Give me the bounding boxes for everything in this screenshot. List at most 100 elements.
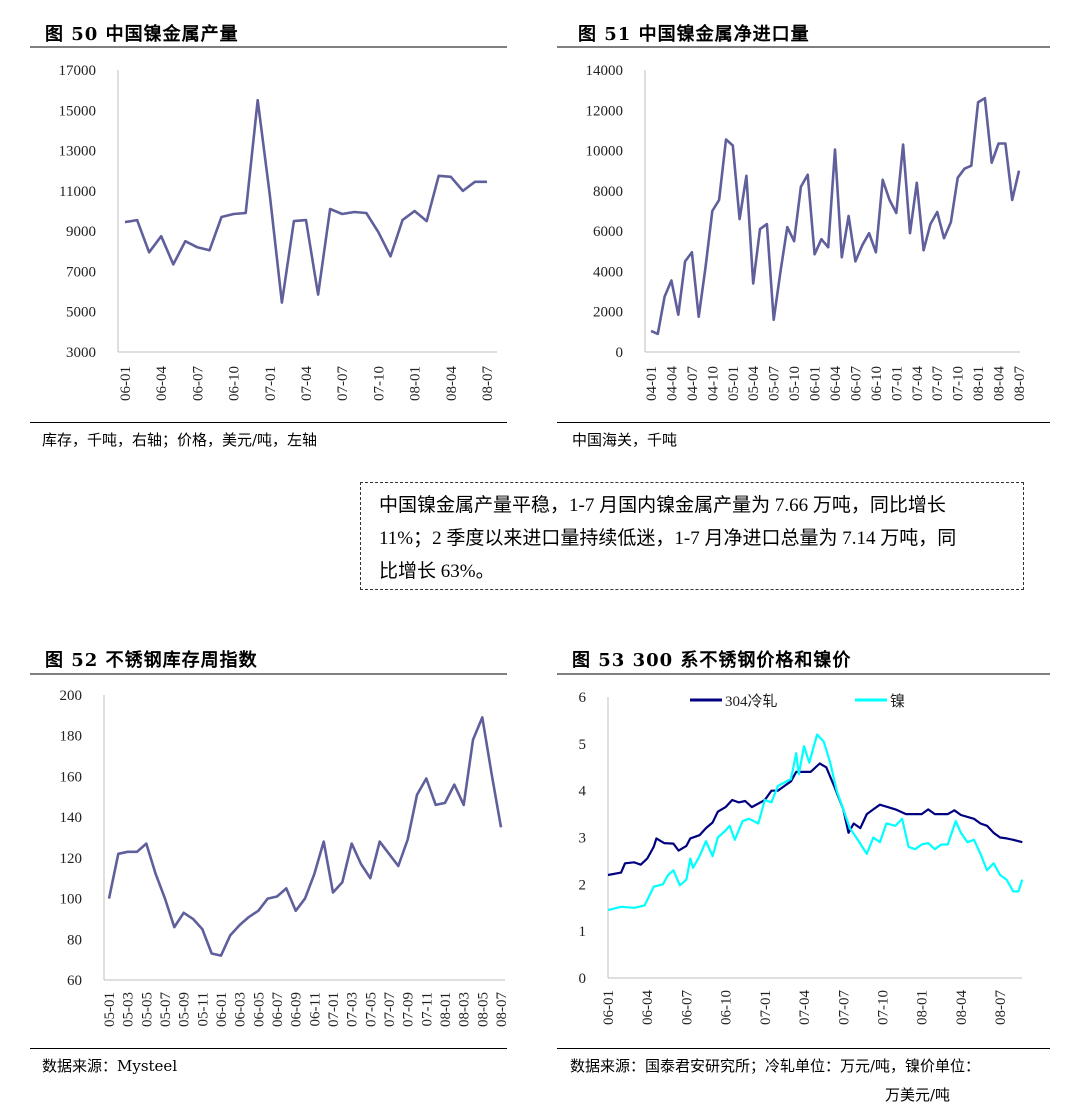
fig51-title-rule [557, 46, 1050, 48]
y-tick-label: 17000 [59, 63, 97, 79]
legend-label: 镍 [890, 692, 905, 710]
x-tick-label: 06-01 [601, 990, 617, 1025]
y-tick-label: 4 [579, 784, 587, 800]
x-tick-label: 08-01 [438, 992, 454, 1027]
chart-0: 3000 5000 7000 9000 11000 13000 15000 17000 06-0… [59, 63, 497, 401]
x-tick-label: 06-07 [190, 366, 206, 401]
x-tick-label: 07-01 [758, 990, 774, 1025]
x-tick-label: 05-01 [726, 366, 742, 401]
x-tick-label: 08-07 [480, 366, 496, 401]
y-tick-label: 11000 [59, 184, 96, 200]
x-tick-label: 08-04 [444, 366, 460, 401]
y-tick-label: 5000 [66, 305, 96, 321]
x-tick-label: 08-04 [992, 366, 1008, 401]
x-tick-label: 06-11 [307, 992, 323, 1026]
x-tick-label: 06-10 [869, 366, 885, 401]
x-tick-label: 08-07 [494, 992, 510, 1027]
x-tick-label: 07-09 [401, 992, 417, 1027]
chart-3: 0 1 2 3 4 5 6 06-01 06-04 06-07 06-10 07-01 07-04 07-… [579, 690, 1024, 1025]
x-tick-label: 06-10 [719, 990, 735, 1025]
fig51-title: 图 51 中国镍金属净进口量 [578, 24, 810, 45]
y-tick-label: 4000 [593, 264, 623, 280]
y-tick-label: 2000 [593, 305, 623, 321]
y-tick-label: 5 [579, 737, 587, 753]
legend-label: 304冷轧 [725, 693, 778, 710]
x-tick-label: 06-01 [214, 992, 230, 1027]
fig52-caption: 数据来源：Mysteel [42, 1057, 178, 1075]
x-tick-label: 08-01 [408, 366, 424, 401]
series-line [650, 96, 1021, 336]
x-tick-label: 07-11 [419, 992, 435, 1026]
series-line-0 [607, 762, 1023, 877]
x-tick-label: 07-01 [889, 366, 905, 401]
note-line: 比增长 63%。 [379, 561, 495, 582]
x-tick-label: 05-10 [787, 366, 803, 401]
fig53-title: 图 53 300 系不锈钢价格和镍价 [572, 650, 852, 671]
x-tick-label: 05-07 [767, 366, 783, 401]
x-tick-label: 08-01 [915, 990, 931, 1025]
fig52-title-rule [30, 673, 507, 675]
x-tick-label: 07-07 [335, 366, 351, 401]
y-tick-label: 160 [60, 769, 83, 785]
fig50-title-rule [30, 46, 507, 48]
x-tick-label: 07-07 [836, 990, 852, 1025]
x-tick-label: 07-07 [382, 992, 398, 1027]
x-tick-label: 07-01 [326, 992, 342, 1027]
x-tick-label: 07-10 [371, 366, 387, 401]
note-line: 11%；2 季度以来进口量持续低迷，1-7 月净进口总量为 7.14 万吨，同 [379, 528, 957, 549]
x-tick-label: 06-07 [679, 990, 695, 1025]
x-tick-label: 05-07 [158, 992, 174, 1027]
y-tick-label: 8000 [593, 184, 623, 200]
note-line: 中国镍金属产量平稳，1-7 月国内镍金属产量为 7.66 万吨，同比增长 [379, 495, 946, 516]
x-tick-label: 08-07 [1012, 366, 1028, 401]
x-tick-label: 07-04 [797, 990, 813, 1025]
y-tick-label: 0 [616, 345, 624, 361]
x-tick-label: 05-04 [746, 366, 762, 401]
series-line [107, 716, 503, 957]
y-tick-label: 14000 [586, 63, 624, 79]
x-tick-label: 08-07 [993, 990, 1009, 1025]
fig50-caption-rule [30, 422, 507, 423]
fig50-title: 图 50 中国镍金属产量 [45, 24, 239, 45]
x-tick-label: 04-10 [705, 366, 721, 401]
x-tick-label: 06-04 [828, 366, 844, 401]
x-tick-label: 07-07 [930, 366, 946, 401]
x-tick-label: 08-04 [954, 990, 970, 1025]
fig52-title: 图 52 不锈钢库存周指数 [45, 650, 258, 671]
x-tick-label: 06-05 [251, 992, 267, 1027]
series-line [124, 98, 487, 304]
y-tick-label: 7000 [66, 264, 96, 280]
fig50-caption: 库存，千吨，右轴；价格，美元/吨，左轴 [42, 431, 318, 449]
fig51-caption-rule [557, 422, 1050, 423]
y-tick-label: 0 [579, 971, 587, 987]
x-tick-label: 06-01 [808, 366, 824, 401]
x-tick-label: 08-03 [457, 992, 473, 1027]
y-tick-label: 3 [579, 831, 587, 847]
fig52-caption-rule [30, 1048, 507, 1049]
x-tick-label: 05-11 [195, 992, 211, 1026]
y-tick-label: 120 [60, 851, 83, 867]
x-tick-label: 06-04 [154, 366, 170, 401]
x-tick-label: 04-01 [644, 366, 660, 401]
x-tick-label: 07-04 [910, 366, 926, 401]
x-tick-label: 05-01 [102, 992, 118, 1027]
fig53-caption-rule [557, 1048, 1050, 1049]
summary-note-box: 中国镍金属产量平稳，1-7 月国内镍金属产量为 7.66 万吨，同比增长 11%… [360, 482, 1024, 590]
x-tick-label: 07-04 [299, 366, 315, 401]
x-tick-label: 07-10 [951, 366, 967, 401]
y-tick-label: 6 [579, 690, 587, 706]
x-tick-label: 06-10 [227, 366, 243, 401]
fig53-caption: 数据来源：国泰君安研究所；冷轧单位：万元/吨，镍价单位： [570, 1057, 981, 1075]
y-tick-label: 3000 [66, 345, 96, 361]
x-tick-label: 07-03 [345, 992, 361, 1027]
y-tick-label: 80 [67, 932, 82, 948]
y-tick-label: 200 [60, 688, 83, 704]
x-tick-label: 06-04 [640, 990, 656, 1025]
series-line-1 [607, 733, 1024, 912]
x-tick-label: 06-09 [289, 992, 305, 1027]
fig51-caption: 中国海关，千吨 [572, 431, 678, 449]
y-tick-label: 6000 [593, 224, 623, 240]
y-tick-label: 1 [579, 924, 587, 940]
